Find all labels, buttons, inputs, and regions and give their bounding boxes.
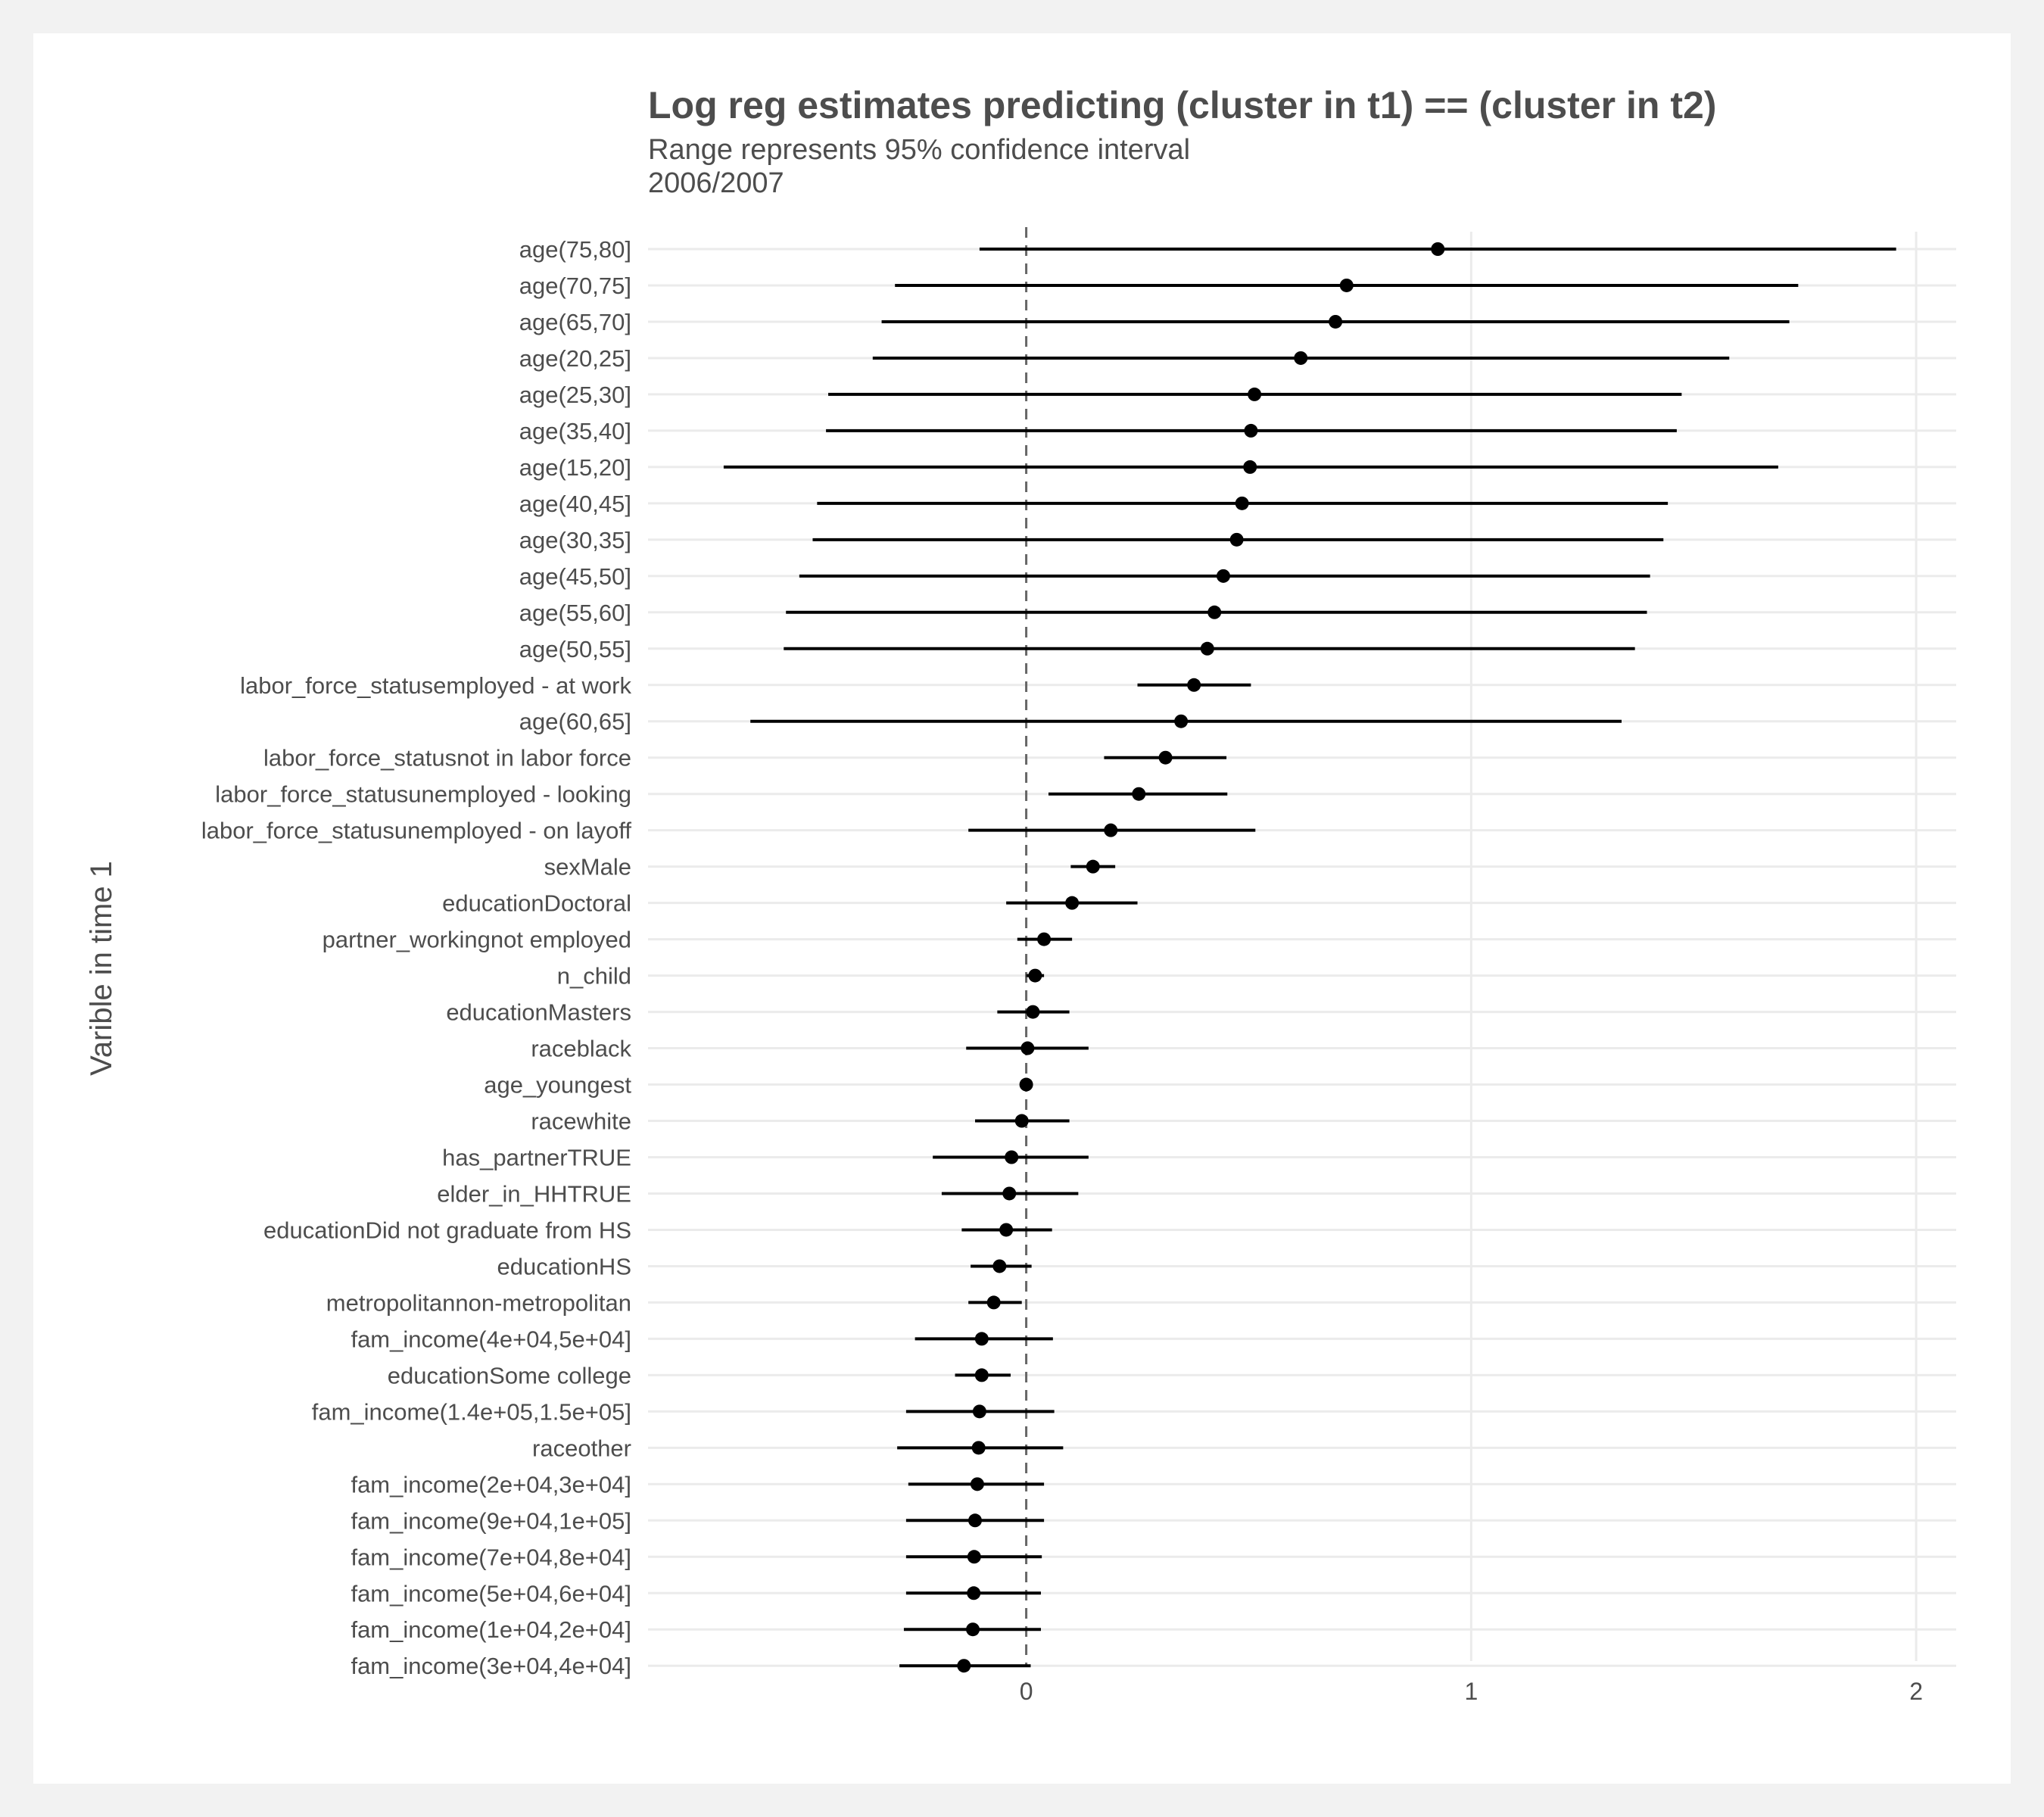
estimate-point [1200, 641, 1214, 656]
estimate-point [1019, 1077, 1033, 1092]
y-tick-label: fam_income(5e+04,6e+04] [351, 1580, 631, 1607]
estimate-point [1132, 787, 1146, 801]
estimate-point [966, 1622, 980, 1637]
estimate-point [1329, 314, 1343, 329]
estimate-point [1235, 496, 1249, 510]
estimate-point [1207, 605, 1222, 619]
y-tick-label: fam_income(4e+04,5e+04] [351, 1326, 631, 1352]
estimate-point [1339, 278, 1354, 292]
y-tick-label: fam_income(9e+04,1e+05] [351, 1507, 631, 1534]
estimate-point [1002, 1186, 1017, 1201]
y-tick-label: fam_income(7e+04,8e+04] [351, 1544, 631, 1570]
estimate-point [970, 1477, 984, 1491]
x-tick-label: 2 [1909, 1678, 1923, 1705]
y-tick-label: fam_income(2e+04,3e+04] [351, 1471, 631, 1498]
chart-subtitle-line-1: Range represents 95% confidence interval [648, 134, 1190, 166]
estimate-point [1104, 823, 1118, 837]
y-tick-label: raceother [532, 1435, 631, 1461]
chart-subtitle-line-2: 2006/2007 [648, 167, 784, 199]
y-tick-label: labor_force_statusunemployed - on layoff [201, 818, 631, 844]
estimate-point [974, 1332, 989, 1346]
y-tick-label: age(65,70] [519, 309, 631, 335]
y-tick-label: educationSome college [388, 1362, 631, 1388]
y-tick-label: age(55,60] [519, 600, 631, 626]
estimate-point [1431, 242, 1445, 256]
estimate-point [957, 1659, 971, 1673]
estimate-point [1216, 569, 1230, 583]
y-tick-label: fam_income(1e+04,2e+04] [351, 1616, 631, 1643]
y-tick-label: raceblack [531, 1036, 631, 1062]
estimate-point [972, 1404, 986, 1419]
y-tick-label: educationMasters [446, 999, 631, 1026]
estimate-point [967, 1550, 981, 1564]
y-tick-label: age(60,65] [519, 709, 631, 735]
plot-panel: Log reg estimates predicting (cluster in… [33, 33, 2011, 1784]
estimate-point [1037, 932, 1052, 946]
y-tick-label: age(30,35] [519, 527, 631, 553]
y-tick-label: educationHS [497, 1253, 631, 1279]
y-tick-label: partner_workingnot employed [322, 927, 631, 953]
estimate-point [1005, 1150, 1019, 1164]
y-tick-label: elder_in_HHTRUE [437, 1180, 631, 1207]
y-tick-label: n_child [557, 963, 631, 990]
y-tick-label: age(20,25] [519, 345, 631, 372]
estimate-point [1020, 1041, 1035, 1055]
estimate-point [974, 1368, 989, 1382]
y-tick-label: age(25,30] [519, 382, 631, 408]
y-tick-label: age_youngest [484, 1072, 631, 1099]
y-tick-label: metropolitannon-metropolitan [326, 1289, 631, 1316]
estimate-point [986, 1295, 1001, 1310]
estimate-point [999, 1223, 1014, 1237]
estimate-point [1086, 859, 1100, 874]
x-tick-label: 1 [1464, 1678, 1478, 1705]
y-tick-label: age(70,75] [519, 273, 631, 299]
grid-layer [648, 232, 1956, 1667]
coefficient-chart: Log reg estimates predicting (cluster in… [85, 84, 1956, 1705]
confidence-intervals [723, 248, 1896, 1668]
y-tick-label: labor_force_statusemployed - at work [240, 672, 631, 699]
x-tick-label: 0 [1020, 1678, 1033, 1705]
estimate-point [1028, 968, 1042, 983]
estimate-point [1229, 532, 1244, 547]
estimate-point [992, 1259, 1007, 1273]
y-tick-label: has_partnerTRUE [442, 1145, 631, 1171]
estimate-point [1243, 460, 1257, 474]
y-tick-label: sexMale [544, 854, 631, 880]
estimate-point [968, 1513, 982, 1528]
y-tick-label: age(75,80] [519, 236, 631, 263]
y-tick-label: fam_income(3e+04,4e+04] [351, 1653, 631, 1679]
estimate-point [1294, 351, 1308, 365]
y-tick-label: age(50,55] [519, 636, 631, 662]
estimate-point [1026, 1005, 1040, 1019]
estimate-point [1248, 387, 1262, 401]
estimate-point [1158, 750, 1173, 765]
y-tick-label: labor_force_statusunemployed - looking [215, 781, 631, 808]
y-tick-label: racewhite [531, 1108, 631, 1135]
estimate-point [971, 1441, 986, 1455]
y-tick-label: age(40,45] [519, 491, 631, 517]
estimate-point [967, 1586, 981, 1600]
estimate-points [957, 242, 1445, 1673]
y-tick-label: age(15,20] [519, 454, 631, 481]
y-tick-label: age(45,50] [519, 563, 631, 590]
y-tick-label: fam_income(1.4e+05,1.5e+05] [312, 1398, 631, 1425]
y-tick-labels: age(75,80] age(70,75] age(65,70] age(20,25]… [201, 236, 632, 1679]
chart-title: Log reg estimates predicting (cluster in… [648, 84, 1716, 126]
y-tick-label: labor_force_statusnot in labor force [263, 745, 631, 771]
y-tick-label: educationDid not graduate from HS [263, 1217, 631, 1243]
estimate-point [1244, 423, 1258, 438]
y-axis-label: Varible in time 1 [85, 861, 118, 1076]
y-tick-label: age(35,40] [519, 418, 631, 444]
y-tick-label: educationDoctoral [442, 890, 631, 917]
estimate-point [1065, 896, 1080, 910]
estimate-point [1187, 678, 1201, 692]
estimate-point [1014, 1114, 1029, 1128]
estimate-point [1174, 714, 1189, 728]
x-tick-labels: 0 1 2 [1020, 1678, 1923, 1705]
